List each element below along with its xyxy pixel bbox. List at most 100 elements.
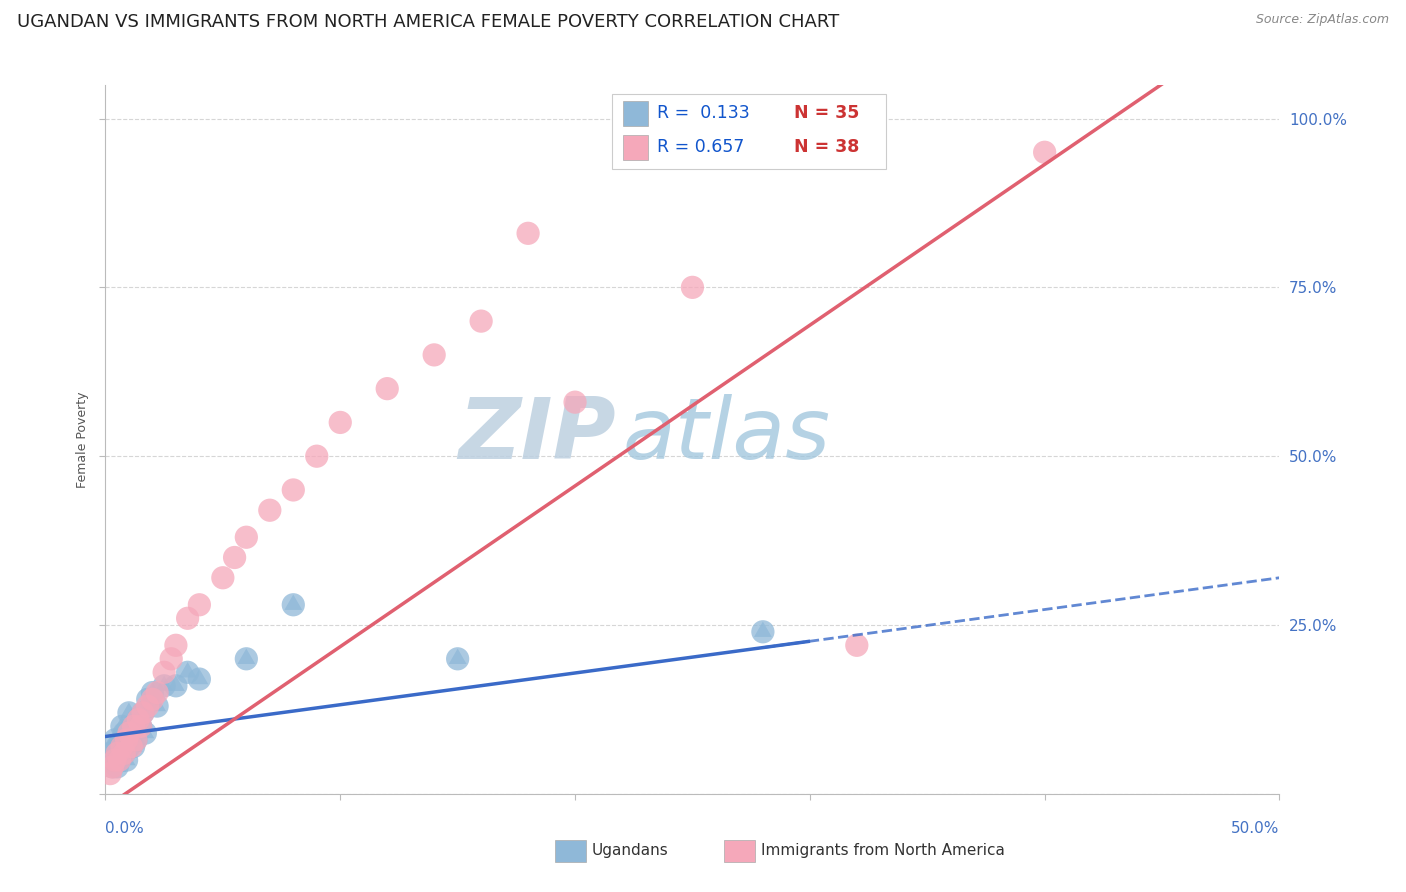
Point [108, 753, 131, 767]
Point [235, 530, 257, 544]
Point [101, 760, 124, 774]
Point [224, 550, 246, 565]
Point [564, 395, 586, 409]
Point [165, 638, 187, 652]
Point [122, 739, 145, 754]
Point [375, 382, 398, 396]
Point [132, 706, 155, 720]
Point [1033, 145, 1056, 160]
Point [235, 652, 257, 666]
Point [111, 719, 134, 733]
Point [122, 719, 145, 733]
Point [120, 726, 142, 740]
Point [329, 416, 352, 430]
Point [305, 449, 328, 463]
Point [283, 598, 305, 612]
Point [176, 665, 198, 680]
Point [120, 739, 142, 754]
Point [104, 732, 127, 747]
Text: N = 38: N = 38 [794, 138, 859, 156]
Point [108, 747, 131, 761]
Point [134, 726, 156, 740]
Point [105, 739, 128, 754]
Text: 0.0%: 0.0% [105, 821, 145, 836]
Point [259, 503, 281, 517]
Point [112, 747, 135, 761]
Point [118, 739, 141, 754]
Point [188, 672, 211, 686]
Point [127, 713, 149, 727]
Point [752, 624, 775, 639]
Point [122, 719, 145, 733]
Point [153, 665, 176, 680]
Point [160, 652, 183, 666]
Point [470, 314, 492, 328]
Text: 50.0%: 50.0% [1232, 821, 1279, 836]
Point [104, 753, 127, 767]
Point [112, 747, 135, 761]
Point [101, 760, 124, 774]
Point [146, 685, 169, 699]
Point [105, 760, 128, 774]
Point [127, 713, 149, 727]
Point [136, 692, 159, 706]
Point [108, 747, 131, 761]
Point [211, 571, 233, 585]
Point [141, 685, 163, 699]
Point [153, 679, 176, 693]
Y-axis label: Female Poverty: Female Poverty [76, 391, 90, 488]
Point [118, 726, 141, 740]
Point [752, 624, 775, 639]
Point [423, 348, 446, 362]
Point [98, 766, 121, 780]
Point [122, 719, 145, 733]
Point [105, 747, 128, 761]
Point [105, 760, 128, 774]
Text: ZIP: ZIP [458, 394, 616, 477]
Point [176, 665, 198, 680]
Point [115, 753, 138, 767]
Point [104, 753, 127, 767]
Point [108, 753, 131, 767]
Point [188, 672, 211, 686]
Text: atlas: atlas [621, 394, 830, 477]
Point [134, 726, 156, 740]
Point [98, 747, 121, 761]
Text: UGANDAN VS IMMIGRANTS FROM NORTH AMERICA FEMALE POVERTY CORRELATION CHART: UGANDAN VS IMMIGRANTS FROM NORTH AMERICA… [17, 13, 839, 31]
Point [146, 699, 169, 714]
Point [176, 611, 198, 625]
Point [112, 726, 135, 740]
Point [122, 739, 145, 754]
Point [125, 732, 148, 747]
Point [98, 747, 121, 761]
Point [125, 732, 148, 747]
Point [101, 760, 124, 774]
Point [129, 719, 152, 733]
Point [118, 706, 141, 720]
Point [129, 719, 152, 733]
Point [235, 652, 257, 666]
Point [104, 753, 127, 767]
Point [111, 739, 134, 754]
Point [132, 706, 155, 720]
Text: R =  0.133: R = 0.133 [657, 104, 749, 122]
Point [136, 699, 159, 714]
Point [681, 280, 703, 294]
Point [120, 726, 142, 740]
Point [111, 719, 134, 733]
Point [118, 739, 141, 754]
Point [136, 692, 159, 706]
Point [446, 652, 468, 666]
Point [129, 719, 152, 733]
Point [112, 726, 135, 740]
Point [446, 652, 468, 666]
Text: Immigrants from North America: Immigrants from North America [761, 844, 1004, 858]
Point [125, 732, 148, 747]
Point [517, 227, 540, 241]
Point [165, 679, 187, 693]
Point [115, 753, 138, 767]
Point [104, 732, 127, 747]
Point [146, 699, 169, 714]
Text: Source: ZipAtlas.com: Source: ZipAtlas.com [1256, 13, 1389, 27]
Point [111, 739, 134, 754]
